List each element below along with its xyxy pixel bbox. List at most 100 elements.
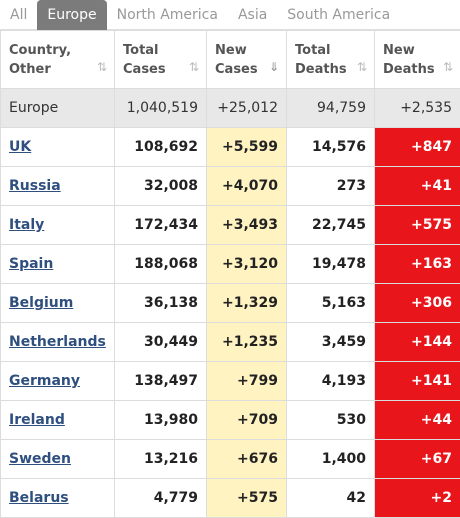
tab-north-america[interactable]: North America [116,7,218,23]
new-deaths-cell: +2 [374,478,460,518]
new-deaths-cell: +41 [374,166,460,206]
table-row: Russia 32,008 +4,070 273 +41 [0,166,460,206]
new-deaths-cell: +306 [374,283,460,323]
header-total-cases[interactable]: Total Cases ⇅ [114,30,207,89]
total-cases-cell: 108,692 [114,127,207,167]
total-row-new-cases: +25,012 [206,88,287,128]
country-link-belarus[interactable]: Belarus [9,490,69,506]
total-row-total-cases: 1,040,519 [114,88,207,128]
total-deaths-cell: 22,745 [286,205,375,245]
total-row-total-deaths: 94,759 [286,88,375,128]
header-new-cases-line2: Cases [215,61,258,77]
sort-icon: ⇅ [442,60,453,74]
header-new-deaths-line1: New [383,42,415,58]
total-row-region: Europe [0,88,115,128]
country-cell: Germany [0,361,115,401]
total-deaths-cell: 19,478 [286,244,375,284]
new-deaths-cell: +44 [374,400,460,440]
header-new-cases-line1: New [215,42,247,58]
table-header-row: Country, Other ⇅ Total Cases ⇅ New Cases… [0,30,460,89]
table-row: Belarus 4,779 +575 42 +2 [0,478,460,518]
country-link-netherlands[interactable]: Netherlands [9,334,106,350]
tab-south-america[interactable]: South America [287,7,391,23]
header-new-deaths[interactable]: New Deaths ⇅ [374,30,460,89]
country-link-ireland[interactable]: Ireland [9,412,65,428]
sort-icon: ⇅ [96,60,107,74]
new-cases-cell: +3,120 [206,244,287,284]
tab-europe[interactable]: Europe [37,0,107,30]
country-cell: Italy [0,205,115,245]
table-row: Netherlands 30,449 +1,235 3,459 +144 [0,322,460,362]
total-cases-cell: 13,216 [114,439,207,479]
total-cases-cell: 36,138 [114,283,207,323]
header-country-line2: Other [9,61,51,77]
covid-stats-table: Country, Other ⇅ Total Cases ⇅ New Cases… [0,30,460,518]
new-cases-cell: +1,235 [206,322,287,362]
header-total-deaths-line1: Total [295,42,331,58]
total-cases-cell: 188,068 [114,244,207,284]
country-link-uk[interactable]: UK [9,139,32,155]
total-deaths-cell: 3,459 [286,322,375,362]
region-tabs: All Europe North America Asia South Amer… [0,0,460,30]
total-deaths-cell: 4,193 [286,361,375,401]
total-deaths-cell: 14,576 [286,127,375,167]
header-new-cases[interactable]: New Cases ⇓ [206,30,287,89]
country-link-sweden[interactable]: Sweden [9,451,71,467]
new-cases-cell: +1,329 [206,283,287,323]
total-cases-cell: 4,779 [114,478,207,518]
country-link-belgium[interactable]: Belgium [9,295,74,311]
new-cases-cell: +3,493 [206,205,287,245]
new-cases-cell: +5,599 [206,127,287,167]
new-cases-cell: +575 [206,478,287,518]
sort-descending-icon: ⇓ [268,60,279,74]
total-cases-cell: 138,497 [114,361,207,401]
country-link-spain[interactable]: Spain [9,256,54,272]
header-total-deaths-line2: Deaths [295,61,347,77]
header-total-deaths[interactable]: Total Deaths ⇅ [286,30,375,89]
tab-asia[interactable]: Asia [237,7,268,23]
total-deaths-cell: 273 [286,166,375,206]
total-cases-cell: 30,449 [114,322,207,362]
table-row: Germany 138,497 +799 4,193 +141 [0,361,460,401]
sort-icon: ⇅ [188,60,199,74]
country-cell: Belgium [0,283,115,323]
country-cell: Sweden [0,439,115,479]
new-cases-cell: +676 [206,439,287,479]
total-deaths-cell: 530 [286,400,375,440]
table-row: Ireland 13,980 +709 530 +44 [0,400,460,440]
table-row: UK 108,692 +5,599 14,576 +847 [0,127,460,167]
new-deaths-cell: +67 [374,439,460,479]
header-country-line1: Country, [9,42,72,58]
total-cases-cell: 172,434 [114,205,207,245]
table-row: Italy 172,434 +3,493 22,745 +575 [0,205,460,245]
total-deaths-cell: 1,400 [286,439,375,479]
country-link-italy[interactable]: Italy [9,217,45,233]
total-deaths-cell: 42 [286,478,375,518]
new-deaths-cell: +575 [374,205,460,245]
tab-all[interactable]: All [10,7,28,23]
header-total-cases-line1: Total [123,42,159,58]
total-row-new-deaths: +2,535 [374,88,460,128]
country-cell: Netherlands [0,322,115,362]
country-link-russia[interactable]: Russia [9,178,61,194]
header-new-deaths-line2: Deaths [383,61,435,77]
sort-icon: ⇅ [356,60,367,74]
total-cases-cell: 32,008 [114,166,207,206]
total-deaths-cell: 5,163 [286,283,375,323]
new-deaths-cell: +847 [374,127,460,167]
country-cell: Belarus [0,478,115,518]
header-total-cases-line2: Cases [123,61,166,77]
country-cell: UK [0,127,115,167]
table-row: Spain 188,068 +3,120 19,478 +163 [0,244,460,284]
new-cases-cell: +799 [206,361,287,401]
new-deaths-cell: +141 [374,361,460,401]
total-row: Europe 1,040,519 +25,012 94,759 +2,535 [0,88,460,128]
new-deaths-cell: +144 [374,322,460,362]
country-cell: Russia [0,166,115,206]
total-cases-cell: 13,980 [114,400,207,440]
header-country[interactable]: Country, Other ⇅ [0,30,115,89]
country-cell: Spain [0,244,115,284]
table-row: Sweden 13,216 +676 1,400 +67 [0,439,460,479]
new-cases-cell: +4,070 [206,166,287,206]
country-link-germany[interactable]: Germany [9,373,81,389]
